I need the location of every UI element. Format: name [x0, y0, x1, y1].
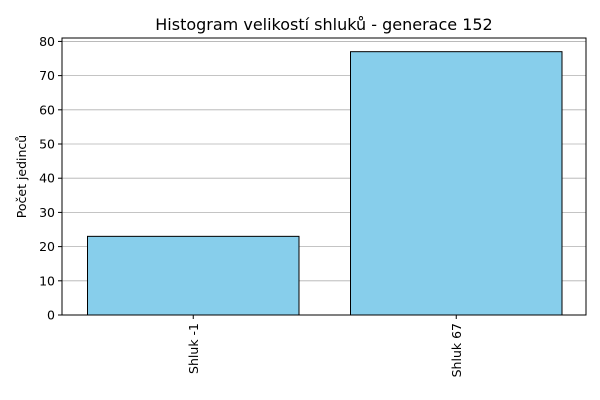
- x-tick-label: Shluk 67: [449, 323, 464, 377]
- y-tick-label: 50: [39, 137, 55, 152]
- x-axis: Shluk -1 Shluk 67: [186, 315, 464, 377]
- chart-title: Histogram velikostí shluků - generace 15…: [155, 15, 492, 34]
- y-tick-label: 20: [39, 239, 55, 254]
- x-tick-label: Shluk -1: [186, 323, 201, 374]
- y-tick-label: 60: [39, 102, 55, 117]
- y-tick-label: 40: [39, 171, 55, 186]
- bar: [87, 235, 300, 316]
- bars: [87, 51, 563, 316]
- y-tick-label: 10: [39, 273, 55, 288]
- y-axis-label: Počet jedinců: [14, 135, 29, 218]
- y-tick-label: 30: [39, 205, 55, 220]
- bar: [350, 51, 563, 316]
- y-tick-label: 0: [47, 308, 55, 323]
- y-tick-label: 80: [39, 34, 55, 49]
- plot-frame: [61, 37, 587, 316]
- y-axis: 0 10 20 30 40 50 60 70 80: [39, 34, 62, 323]
- y-tick-label: 70: [39, 68, 55, 83]
